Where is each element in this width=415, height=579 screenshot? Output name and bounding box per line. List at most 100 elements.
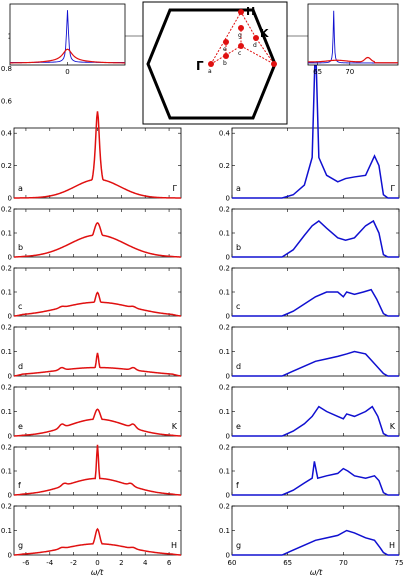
y-tick-label: 0.2 (219, 162, 230, 170)
hexagon (146, 8, 277, 120)
y-tick-label: 0.2 (219, 206, 230, 214)
panel-frame (231, 208, 400, 258)
x-tick-label: -4 (46, 559, 54, 567)
series-line (232, 405, 399, 437)
y-tick-label: 0.1 (1, 230, 12, 238)
y-tick-label: 0.2 (219, 444, 230, 452)
panel-e: 0 0.1 0.2 e K (1, 384, 182, 441)
panel-label: f (236, 481, 239, 490)
x-tick-label: 70 (339, 559, 348, 567)
y-tick-label: 0.1 (219, 230, 230, 238)
inset-left: 0 (9, 3, 143, 76)
series-line (13, 408, 182, 437)
panel-g: 0 0.1 0.2 60 65 70 75 g H (219, 503, 404, 568)
panel-label: b (236, 243, 241, 252)
panel-corner-label: H (171, 541, 177, 550)
y-tick-label: 0 (226, 492, 230, 500)
series-line (13, 527, 182, 556)
x-tick-label: 6 (167, 559, 172, 567)
y-tick-label: 0.1 (219, 408, 230, 416)
panel-frame (231, 446, 400, 496)
panel-f: 0 0.1 0.2 f (219, 444, 400, 500)
left-column: 00.20.40.60.81aΓ00.10.2b00.10.2c00.10.2d… (1, 33, 182, 567)
inset-red-line (308, 56, 398, 64)
inset-red-line (9, 48, 126, 64)
panel-frame (13, 386, 182, 437)
panel-corner-label: K (172, 422, 178, 431)
panel-label: b (18, 243, 23, 252)
y-tick-label: 0 (8, 552, 12, 560)
bz-point-label: e (223, 46, 227, 53)
panel-frame (13, 505, 182, 556)
inset-x-tick-label: 65 (313, 68, 322, 76)
y-tick-label: 0.1 (219, 289, 230, 297)
series-line (232, 219, 399, 258)
y-tick-label: 0.1 (219, 527, 230, 535)
panel-f: 0 0.1 0.2 f (1, 444, 182, 500)
y-tick-label: 0 (226, 552, 230, 560)
bz-frame (142, 1, 288, 125)
y-tick-label: 0.2 (1, 384, 12, 392)
y-tick-label: 0.2 (1, 324, 12, 332)
y-tick-label: 0.1 (1, 527, 12, 535)
bz-point (253, 35, 259, 41)
y-tick-label: 0.2 (219, 324, 230, 332)
series-line (232, 39, 399, 199)
y-tick-label: 0 (226, 195, 230, 203)
panel-frame (13, 208, 182, 258)
y-tick-label: 0 (8, 254, 12, 262)
x-tick-label: 0 (95, 559, 99, 567)
y-tick-label: 0.1 (1, 289, 12, 297)
y-tick-label: 0 (8, 313, 12, 321)
y-tick-label: 0.2 (219, 503, 230, 511)
panel-corner-label: H (389, 541, 395, 550)
bz-point (223, 53, 229, 59)
bz-path (210, 10, 275, 65)
panel-label: f (18, 481, 21, 490)
bz-point-label: b (223, 60, 227, 67)
panel-g: 0 0.1 0.2 -6 -4 -2 0 2 4 6 g H (1, 503, 182, 567)
series-line (232, 529, 399, 556)
panel-label: a (18, 184, 23, 193)
panel-frame (231, 267, 400, 317)
series-line (13, 111, 182, 199)
panel-corner-label: Γ (391, 184, 396, 193)
y-tick-label: 0.2 (1, 206, 12, 214)
y-tick-label: 0.1 (1, 408, 12, 416)
y-tick-label: 0.2 (219, 384, 230, 392)
y-tick-label: 0.2 (1, 265, 12, 273)
series-line (232, 288, 399, 317)
panel-b: 0 0.1 0.2 b (219, 206, 400, 262)
panel-e: 0 0.1 0.2 e K (219, 384, 400, 441)
y-tick-label: 0 (226, 433, 230, 441)
y-tick-label: 0.1 (219, 348, 230, 356)
panel-label: d (236, 362, 241, 371)
x-tick-label: 75 (395, 559, 404, 567)
panel-b: 0 0.1 0.2 b (1, 206, 182, 262)
series-line (232, 461, 399, 496)
bz-label-H: H (246, 5, 255, 18)
bz-point (271, 61, 277, 67)
y-tick-label: 0.8 (1, 65, 12, 73)
y-tick-label: 0.2 (219, 265, 230, 273)
panel-label: c (18, 302, 22, 311)
series-line (232, 350, 399, 377)
x-axis-label-right: ω/t (310, 568, 323, 577)
inset-x-tick-label: 0 (65, 68, 69, 76)
right-column: 00.20.40.60.81aΓ00.10.2b00.10.2c00.10.2d… (219, 33, 404, 568)
y-tick-label: 0.6 (1, 97, 13, 105)
bz-point-label: a (208, 68, 212, 75)
inset-frame (307, 3, 399, 66)
panel-d: 0 0.1 0.2 d (219, 324, 400, 381)
x-tick-label: 4 (143, 559, 148, 567)
series-line (13, 444, 182, 496)
bz-point-label: d (253, 42, 257, 49)
panel-label: e (18, 422, 23, 431)
bz-point (208, 61, 214, 67)
y-tick-label: 0 (226, 373, 230, 381)
panel-d: 0 0.1 0.2 d (1, 324, 182, 381)
series-line (13, 222, 182, 258)
panel-frame (231, 505, 400, 556)
panel-c: 0 0.1 0.2 c (1, 265, 182, 321)
